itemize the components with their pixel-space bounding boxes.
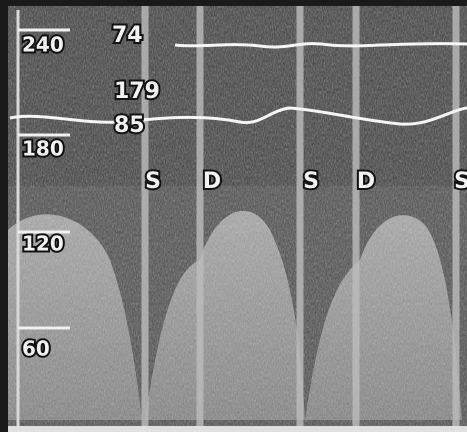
scale-label: 60 [22, 337, 50, 361]
phase-marker: D [357, 169, 375, 194]
phase-marker: D [203, 169, 221, 194]
velocity-reading: 74 [112, 23, 143, 48]
speckle [8, 6, 467, 426]
scale-label: 240 [22, 33, 64, 57]
velocity-reading: 179 [114, 79, 160, 104]
phase-marker: S [454, 169, 467, 194]
doppler-image: 240 180 120 60 74 179 85 S D S D S [0, 0, 467, 432]
phase-marker: S [303, 169, 319, 194]
bottom-bar [8, 426, 467, 432]
scale-label: 120 [22, 232, 64, 256]
scale-label: 180 [22, 137, 64, 161]
velocity-reading: 85 [114, 113, 145, 138]
phase-marker: S [145, 169, 161, 194]
page: 240180120607417985SDSDS (() => { const d… [0, 0, 467, 432]
